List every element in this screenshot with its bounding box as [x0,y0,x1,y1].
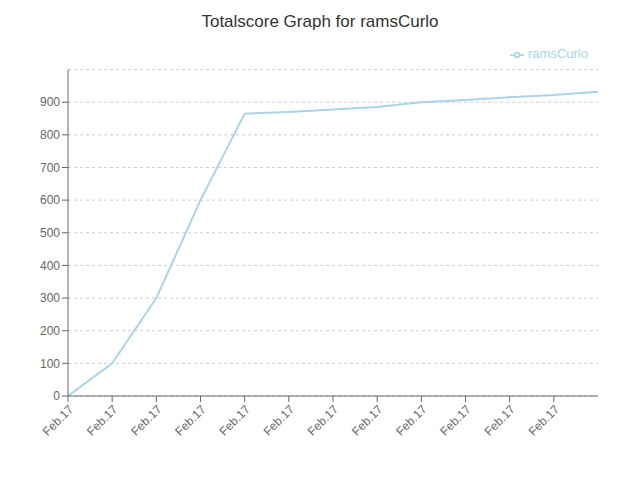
svg-text:Feb.17: Feb.17 [481,402,518,439]
svg-text:Feb.17: Feb.17 [40,402,77,439]
svg-text:Feb.17: Feb.17 [526,402,563,439]
svg-text:Feb.17: Feb.17 [305,402,342,439]
svg-text:900: 900 [40,95,60,109]
svg-text:Feb.17: Feb.17 [216,402,253,439]
html-text:Totalscore Graph for ramsCurlo: Totalscore Graph for ramsCurlo [201,12,439,31]
svg-text:Feb.17: Feb.17 [393,402,430,439]
html-text:ramsCurlo: ramsCurlo [528,46,588,61]
svg-text:0: 0 [53,389,60,403]
svg-text:Feb.17: Feb.17 [349,402,386,439]
svg-text:400: 400 [40,259,60,273]
svg-text:100: 100 [40,357,60,371]
svg-text:700: 700 [40,161,60,175]
svg-text:Feb.17: Feb.17 [437,402,474,439]
svg-text:600: 600 [40,193,60,207]
svg-text:500: 500 [40,226,60,240]
svg-text:800: 800 [40,128,60,142]
svg-text:300: 300 [40,291,60,305]
svg-text:200: 200 [40,324,60,338]
svg-text:Feb.17: Feb.17 [261,402,298,439]
svg-text:Feb.17: Feb.17 [172,402,209,439]
svg-text:Feb.17: Feb.17 [128,402,165,439]
svg-text:Feb.17: Feb.17 [84,402,121,439]
